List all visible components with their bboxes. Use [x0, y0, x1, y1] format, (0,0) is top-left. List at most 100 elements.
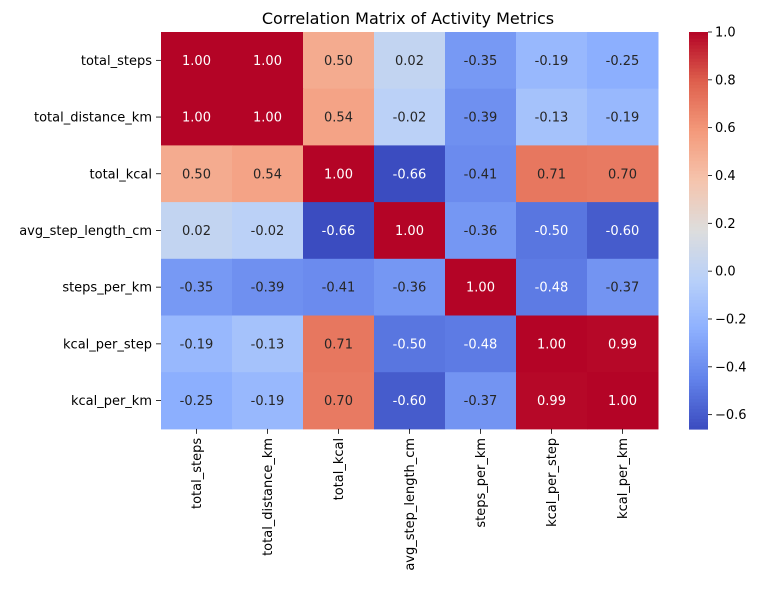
cell-value-label: 1.00: [466, 281, 495, 296]
colorbar-segment: [689, 405, 708, 410]
colorbar-segment: [689, 422, 708, 427]
cell-value-label: 1.00: [182, 54, 211, 69]
cell-value-label: 0.99: [608, 337, 637, 352]
cell-value-label: 0.54: [253, 167, 282, 182]
colorbar-segment: [689, 382, 708, 387]
cell-value-label: 1.00: [253, 54, 282, 69]
heatmap-cell: [516, 258, 588, 316]
colorbar-segment: [689, 385, 708, 390]
colorbar-segment: [689, 250, 708, 255]
colorbar-segment: [689, 240, 708, 245]
heatmap-cell: [587, 202, 659, 260]
cell-value-label: -0.39: [464, 111, 498, 126]
cell-value-label: 0.71: [324, 337, 353, 352]
colorbar-segment: [689, 88, 708, 93]
row-tick-label: kcal_per_step: [63, 337, 152, 352]
colorbar-tick-label: 0.6: [715, 121, 736, 136]
heatmap-cell: [303, 32, 375, 90]
cell-value-label: -0.19: [606, 111, 640, 126]
cell-value-label: -0.48: [535, 281, 569, 296]
cell-value-label: -0.39: [251, 281, 285, 296]
colorbar-segment: [689, 131, 708, 136]
heatmap-cell: [516, 372, 588, 430]
colorbar-segment: [689, 362, 708, 367]
colorbar-segment: [689, 366, 708, 371]
colorbar-segment: [689, 286, 708, 291]
colorbar-segment: [689, 38, 708, 43]
heatmap-cells: [161, 32, 659, 430]
column-tick-label: total_distance_km: [261, 438, 276, 556]
colorbar-segment: [689, 71, 708, 76]
colorbar-segment: [689, 190, 708, 195]
cell-value-label: -0.60: [393, 394, 427, 409]
colorbar-segment: [689, 210, 708, 215]
row-tick-label: kcal_per_km: [71, 394, 152, 409]
cell-value-label: 0.70: [608, 167, 637, 182]
cell-value-label: -0.02: [251, 224, 285, 239]
colorbar-tick-label: 0.2: [715, 217, 736, 232]
colorbar-segment: [689, 227, 708, 232]
row-tick-label: steps_per_km: [62, 281, 152, 296]
heatmap-cell: [161, 372, 233, 430]
heatmap-cell: [232, 315, 304, 373]
colorbar-segment: [689, 51, 708, 56]
heatmap-cell: [161, 32, 233, 90]
colorbar-segment: [689, 270, 708, 275]
colorbar-tick-label: 0.4: [715, 169, 736, 184]
colorbar-segment: [689, 359, 708, 364]
heatmap-cell: [445, 88, 517, 146]
colorbar-segment: [689, 336, 708, 341]
colorbar-segment: [689, 293, 708, 298]
cell-value-label: -0.66: [393, 167, 427, 182]
colorbar-segment: [689, 151, 708, 156]
colorbar-segment: [689, 303, 708, 308]
colorbar-segment: [689, 399, 708, 404]
colorbar-segment: [689, 247, 708, 251]
column-tick-label: total_kcal: [332, 438, 347, 500]
colorbar-segment: [689, 342, 708, 347]
heatmap-cell: [516, 88, 588, 146]
column-tick-label: total_steps: [190, 438, 205, 509]
colorbar-segment: [689, 299, 708, 304]
heatmap-cell: [232, 372, 304, 430]
cell-value-label: 0.02: [182, 224, 211, 239]
colorbar-segment: [689, 237, 708, 242]
colorbar-segment: [689, 174, 708, 179]
colorbar-segment: [689, 32, 708, 36]
heatmap-cell: [232, 145, 304, 203]
colorbar-tick-label: −0.2: [715, 312, 747, 327]
colorbar-segment: [689, 333, 708, 337]
heatmap-cell: [374, 32, 446, 90]
colorbar-segment: [689, 296, 708, 301]
colorbar-segment: [689, 425, 708, 430]
heatmap-cell: [303, 372, 375, 430]
heatmap-cell: [587, 88, 659, 146]
cell-value-label: -0.25: [180, 394, 214, 409]
colorbar-tick-label: 0.0: [715, 265, 736, 280]
heatmap-cell: [303, 145, 375, 203]
cell-value-label: 0.70: [324, 394, 353, 409]
heatmap-cell-labels: 1.00 1.00 0.50 0.02 -0.35 -0.19 -0.25 1.00 1.00 0…: [180, 54, 640, 409]
colorbar-segment: [689, 243, 708, 248]
colorbar-segment: [689, 147, 708, 152]
colorbar-segment: [689, 276, 708, 281]
colorbar-segment: [689, 61, 708, 66]
colorbar-segment: [689, 372, 708, 377]
colorbar-segment: [689, 233, 708, 238]
heatmap-cell: [516, 32, 588, 90]
colorbar-segment: [689, 121, 708, 126]
cell-value-label: -0.50: [535, 224, 569, 239]
colorbar-segment: [689, 356, 708, 361]
colorbar-segment: [689, 207, 708, 212]
colorbar-segment: [689, 194, 708, 199]
heatmap-cell: [232, 258, 304, 316]
colorbar-segment: [689, 349, 708, 354]
colorbar-segment: [689, 395, 708, 400]
heatmap-cell: [587, 145, 659, 203]
heatmap-cell: [374, 372, 446, 430]
heatmap-cell: [374, 88, 446, 146]
colorbar-segment: [689, 253, 708, 258]
heatmap-cell: [303, 258, 375, 316]
colorbar-segment: [689, 290, 708, 294]
